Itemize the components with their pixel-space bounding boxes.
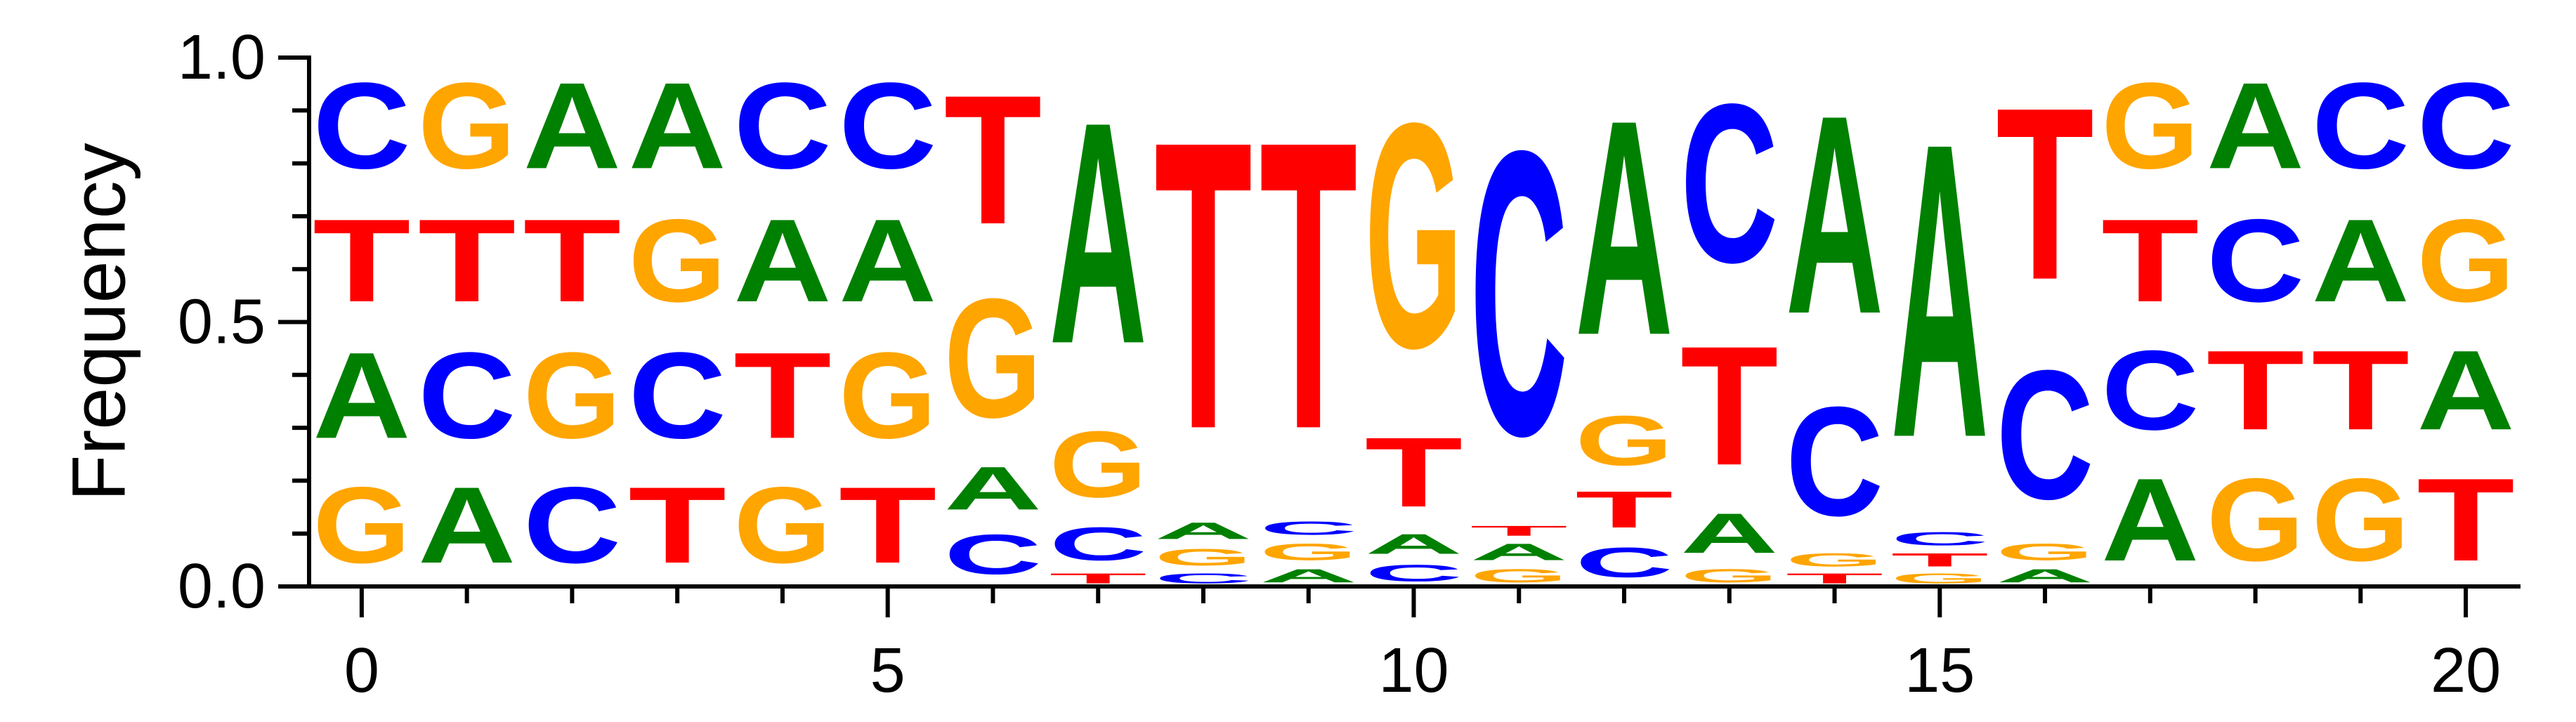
logo-letter-C: C xyxy=(2417,58,2514,195)
logo-letter-T: T xyxy=(1786,570,1883,586)
logo-letter-C: C xyxy=(1260,518,1357,539)
logo-letter-A: A xyxy=(2417,327,2514,454)
y-tick-label: 1.0 xyxy=(178,22,266,93)
logo-letter-G: G xyxy=(629,195,726,327)
logo-letter-A: A xyxy=(418,465,516,586)
logo-letter-C: C xyxy=(944,523,1042,586)
logo-letter-G: G xyxy=(418,58,516,195)
logo-letter-C: C xyxy=(1365,560,1463,586)
logo-letter-A: A xyxy=(1680,502,1778,565)
logo-letter-T: T xyxy=(1050,570,1147,586)
logo-letter-C: C xyxy=(2206,195,2304,327)
logo-letter-G: G xyxy=(523,327,621,464)
logo-letter-T: T xyxy=(1470,523,1568,539)
x-tick-label: 10 xyxy=(1378,636,1449,706)
logo-letter-C: C xyxy=(839,58,936,195)
logo-letter-G: G xyxy=(1575,401,1673,480)
logo-letter-T: T xyxy=(2206,327,2304,454)
logo-letter-G: G xyxy=(2101,58,2199,195)
logo-letter-A: A xyxy=(839,195,936,327)
logo-letter-A: A xyxy=(1260,565,1357,586)
logo-letter-A: A xyxy=(1470,539,1568,565)
logo-letter-C: C xyxy=(313,58,410,195)
logo-letter-G: G xyxy=(1365,56,1463,415)
logo-letter-A: A xyxy=(2312,195,2410,327)
logo-letter-T: T xyxy=(418,195,516,327)
logo-letter-T: T xyxy=(2417,454,2514,586)
logo-letter-G: G xyxy=(1050,412,1147,517)
logo-letter-C: C xyxy=(1996,332,2093,538)
logo-letter-A: A xyxy=(733,195,831,327)
x-tick-label: 0 xyxy=(344,636,379,706)
logo-letter-A: A xyxy=(944,454,1042,523)
logo-letter-C: C xyxy=(2101,327,2199,454)
logo-letter-T: T xyxy=(733,327,831,464)
logo-letter-A: A xyxy=(1891,57,1989,526)
logo-letter-A: A xyxy=(1365,528,1463,560)
logo-letter-G: G xyxy=(1154,544,1252,571)
logo-letter-G: G xyxy=(1260,539,1357,565)
logo-letter-T: T xyxy=(1154,56,1252,516)
logo-letter-T: T xyxy=(2101,195,2199,327)
logo-letter-T: T xyxy=(629,465,726,586)
logo-letter-T: T xyxy=(1680,310,1778,501)
logo-letter-G: G xyxy=(1786,549,1883,570)
logo-letter-C: C xyxy=(1891,528,1989,549)
logo-letter-T: T xyxy=(1365,417,1463,528)
logo-letter-A: A xyxy=(1786,56,1883,372)
logo-letter-A: A xyxy=(2206,58,2304,195)
logo-letter-G: G xyxy=(733,465,831,586)
logo-letter-G: G xyxy=(944,263,1042,454)
logo-letter-T: T xyxy=(1891,549,1989,570)
logo-letter-A: A xyxy=(1575,55,1673,399)
logo-letter-A: A xyxy=(313,327,410,465)
y-tick-label: 0.5 xyxy=(178,287,266,357)
logo-letter-G: G xyxy=(2206,454,2304,586)
logo-letter-T: T xyxy=(1260,56,1357,516)
logo-letter-C: C xyxy=(1575,539,1673,586)
logo-letter-G: G xyxy=(1470,565,1568,586)
y-axis-ticks: 0.0 0.5 1.0 xyxy=(178,22,309,622)
logo-letter-C: C xyxy=(2312,58,2410,195)
logo-letter-A: A xyxy=(1996,565,2093,586)
logo-letters: GATCACTGCGTATCGAGTACTGACCAGTTCGACGATAGCT… xyxy=(313,55,2515,586)
y-axis-title: Frequency xyxy=(56,143,141,501)
logo-letter-C: C xyxy=(629,327,726,465)
logo-letter-C: C xyxy=(733,58,831,195)
logo-letter-G: G xyxy=(1891,570,1989,586)
logo-letter-T: T xyxy=(2312,327,2410,454)
axes: 0.0 0.5 1.0 0 5 10 15 20 xyxy=(178,22,2521,706)
logo-letter-A: A xyxy=(1050,56,1147,409)
logo-letter-T: T xyxy=(944,58,1042,263)
logo-letter-A: A xyxy=(523,58,621,195)
logo-letter-G: G xyxy=(1996,539,2093,565)
logo-letter-C: C xyxy=(523,465,621,586)
logo-letter-A: A xyxy=(2101,454,2199,586)
logo-letter-G: G xyxy=(839,327,936,464)
logo-letter-G: G xyxy=(2417,195,2514,327)
logo-letter-T: T xyxy=(1996,56,2093,331)
x-tick-label: 5 xyxy=(870,636,905,706)
logo-letter-C: C xyxy=(1050,518,1147,570)
logo-letter-C: C xyxy=(418,327,516,465)
x-axis-ticks: 0 5 10 15 20 xyxy=(344,586,2501,706)
logo-letter-G: G xyxy=(1680,565,1778,586)
logo-letter-G: G xyxy=(313,465,410,586)
logo-letter-G: G xyxy=(2312,454,2410,586)
logo-letter-C: C xyxy=(1680,57,1778,310)
logo-letter-T: T xyxy=(313,195,410,327)
logo-letter-A: A xyxy=(1154,518,1252,544)
logo-letter-A: A xyxy=(629,58,726,195)
logo-letter-T: T xyxy=(839,465,936,586)
logo-letter-C: C xyxy=(1470,67,1568,520)
logo-letter-C: C xyxy=(1154,570,1252,586)
x-tick-label: 15 xyxy=(1904,636,1975,706)
logo-letter-C: C xyxy=(1786,375,1883,549)
logo-letter-T: T xyxy=(1575,480,1673,538)
x-tick-label: 20 xyxy=(2431,636,2501,706)
y-tick-label: 0.0 xyxy=(178,551,266,622)
logo-letter-T: T xyxy=(523,195,621,327)
